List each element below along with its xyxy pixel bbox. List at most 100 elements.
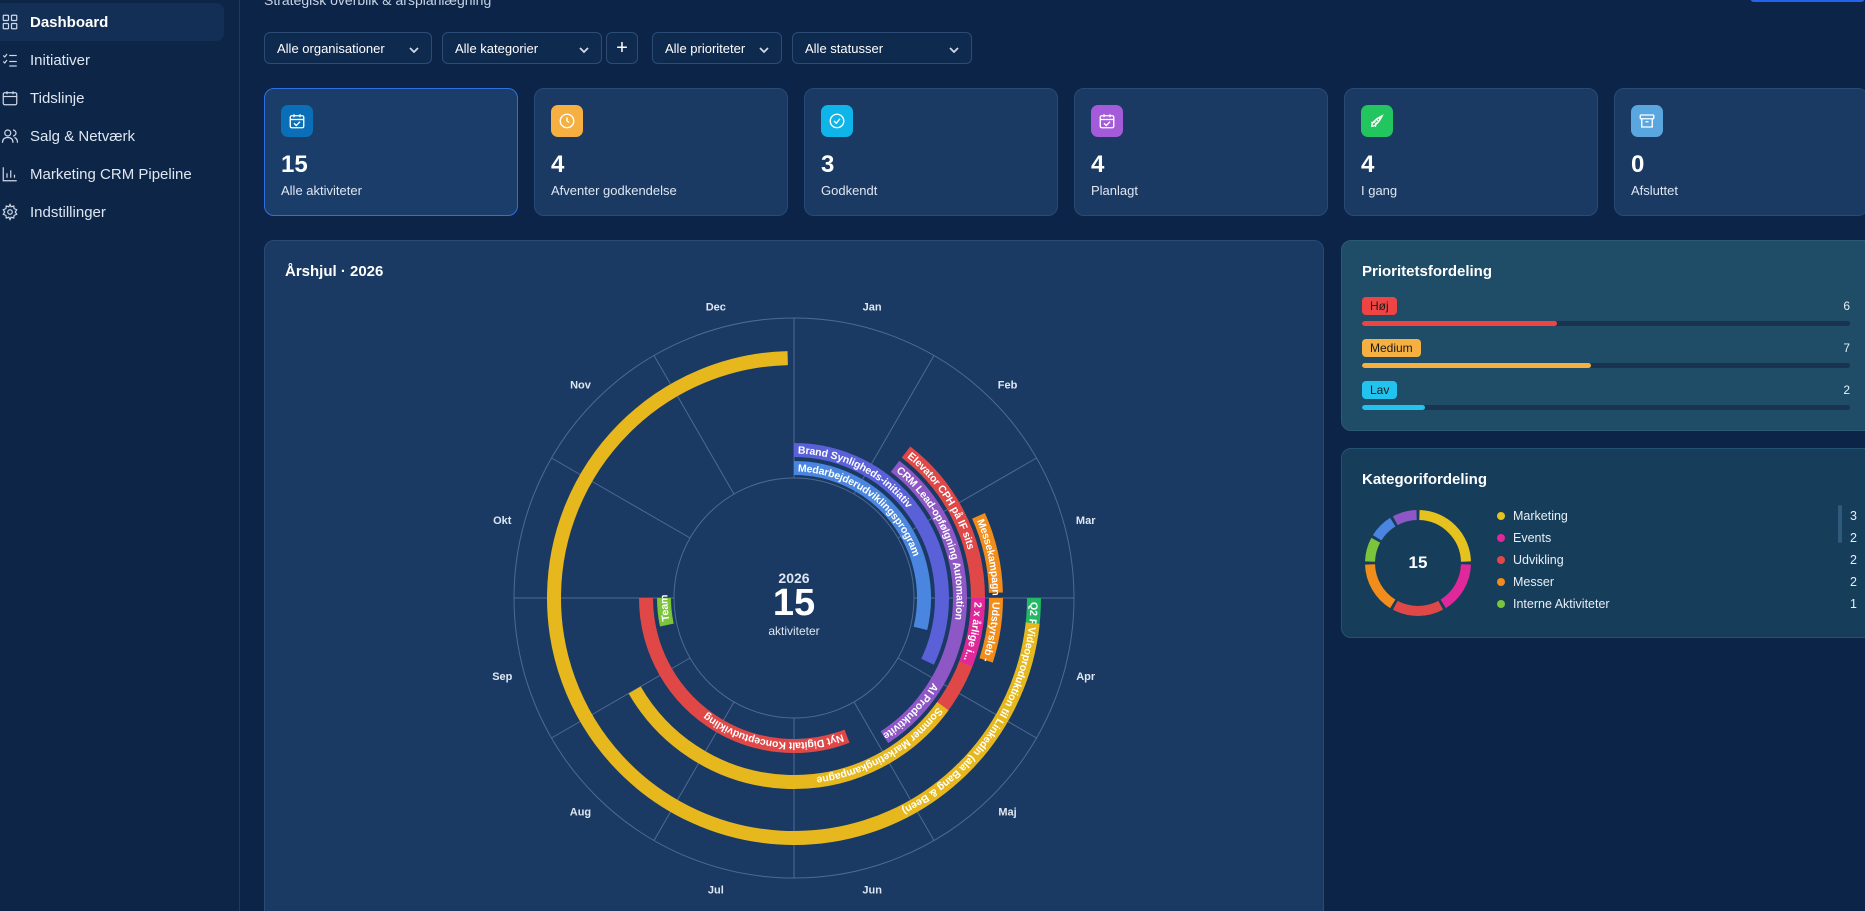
category-select[interactable]: Alle kategorier <box>442 32 602 64</box>
sidebar-item-label: Salg & Netværk <box>30 127 136 145</box>
legend-item: Udvikling 2 <box>1497 549 1857 571</box>
stat-card[interactable]: 4 I gang <box>1344 88 1598 216</box>
month-label: Apr <box>1076 671 1096 683</box>
status-select-label: Alle statusser <box>805 40 884 56</box>
primary-action-button[interactable] <box>1750 0 1865 2</box>
sidebar-item-salg-netv-rk[interactable]: Salg & Netværk <box>0 117 224 155</box>
priority-bar-fill <box>1362 405 1426 410</box>
activity-arc[interactable] <box>972 512 1003 594</box>
month-label: Maj <box>998 807 1016 819</box>
status-select[interactable]: Alle statusser <box>792 32 972 64</box>
priority-count: 6 <box>1843 299 1850 313</box>
chevron-down-icon <box>949 43 959 54</box>
stat-count: 0 <box>1631 151 1645 178</box>
priority-bar-track <box>1362 363 1850 368</box>
donut-slice <box>1419 510 1471 562</box>
priority-select[interactable]: Alle prioriteter <box>652 32 782 64</box>
add-category-button[interactable]: + <box>606 32 638 64</box>
legend-count: 2 <box>1850 531 1857 545</box>
month-label: Nov <box>570 379 592 391</box>
priority-bar-track <box>1362 321 1850 326</box>
stat-card[interactable]: 15 Alle aktiviteter <box>264 88 518 216</box>
legend-item: Messer 2 <box>1497 571 1857 593</box>
priority-badge: Medium <box>1362 339 1421 357</box>
legend-item: Events 2 <box>1497 527 1857 549</box>
sidebar-item-label: Dashboard <box>30 13 109 31</box>
stat-count: 4 <box>551 151 565 178</box>
month-label: Jul <box>708 885 724 897</box>
filter-bar: Alle organisationer Alle kategorier + Al… <box>264 32 972 64</box>
chevron-down-icon <box>759 43 769 54</box>
annual-wheel-chart: JanFebMarAprMajJunJulAugSepOktNovDecMeda… <box>265 241 1096 897</box>
legend-scrollbar[interactable] <box>1838 505 1842 543</box>
sidebar-item-initiativer[interactable]: Initiativer <box>0 41 224 79</box>
activity-arc[interactable] <box>793 443 949 665</box>
legend-item: Interne Aktiviteter 1 <box>1497 593 1857 615</box>
stat-card[interactable]: 0 Afsluttet <box>1614 88 1865 216</box>
category-donut-chart <box>1365 510 1471 616</box>
stat-label: Planlagt <box>1091 183 1138 198</box>
month-label: Aug <box>570 807 591 819</box>
priority-bar-track <box>1362 405 1850 410</box>
activity-label: Internt Led... <box>265 241 945 753</box>
activity-arc[interactable] <box>880 677 944 744</box>
chevron-down-icon <box>579 43 589 54</box>
priority-row: Medium 7 <box>1362 339 1850 368</box>
sidebar-item-dashboard[interactable]: Dashboard <box>0 3 224 41</box>
sidebar-item-tidslinje[interactable]: Tidslinje <box>0 79 224 117</box>
month-label: Feb <box>998 379 1018 391</box>
sidebar-item-marketing-crm-pipeline[interactable]: Marketing CRM Pipeline <box>0 155 224 193</box>
legend-dot <box>1497 578 1505 586</box>
month-label: Okt <box>493 515 512 527</box>
activity-arc[interactable] <box>657 597 674 627</box>
stat-card[interactable]: 4 Afventer godkendelse <box>534 88 788 216</box>
month-label: Jan <box>863 301 882 313</box>
stat-label: Alle aktiviteter <box>281 183 362 198</box>
activity-arc[interactable] <box>890 460 967 707</box>
month-divider <box>551 457 691 539</box>
wheel-count-label: aktiviteter <box>768 624 819 638</box>
annual-wheel-panel: Årshjul · 2026 Jan Feb Mar Apr Maj Jun Jul Aug S… <box>264 240 1324 911</box>
activity-arc[interactable] <box>959 597 985 667</box>
sidebar-item-label: Initiativer <box>30 51 91 69</box>
activity-label: Teambu... <box>265 241 672 622</box>
priority-panel: Prioritetsfordeling Høj 6 Medium 7 Lav 2 <box>1341 240 1865 431</box>
stat-cards: 15 Alle aktiviteter 4 Afventer godkendelse 3… <box>264 88 1865 216</box>
donut-slice <box>1392 510 1417 526</box>
activity-arc[interactable] <box>979 597 1003 663</box>
stat-card[interactable]: 4 Planlagt <box>1074 88 1328 216</box>
priority-badge: Høj <box>1362 297 1397 315</box>
stat-label: I gang <box>1361 183 1398 198</box>
legend-item: Marketing 3 <box>1497 505 1857 527</box>
legend-count: 1 <box>1850 597 1857 611</box>
activity-arc[interactable] <box>628 686 949 789</box>
category-legend: Marketing 3 Events 2 Udvikling 2 Messer 2 Intern… <box>1497 505 1857 615</box>
chevron-down-icon <box>409 43 419 54</box>
stat-label: Afsluttet <box>1631 183 1678 198</box>
priority-row: Lav 2 <box>1362 381 1850 410</box>
sidebar-item-label: Indstillinger <box>30 203 106 221</box>
category-total: 15 <box>1408 553 1428 572</box>
category-panel: Kategorifordeling 15 Marketing 3 Events 2 Ud… <box>1341 448 1865 638</box>
priority-bar-fill <box>1362 321 1558 326</box>
archive-icon <box>1631 105 1663 137</box>
check-circle-icon <box>821 105 853 137</box>
priority-title: Prioritetsfordeling <box>1362 263 1493 280</box>
legend-label: Events <box>1513 531 1552 545</box>
sidebar-item-indstillinger[interactable]: Indstillinger <box>0 193 224 231</box>
activity-arc[interactable] <box>547 351 1040 845</box>
legend-count: 2 <box>1850 553 1857 567</box>
wheel-count: 15 <box>773 582 815 624</box>
priority-count: 7 <box>1843 341 1850 355</box>
stat-card[interactable]: 3 Godkendt <box>804 88 1058 216</box>
legend-count: 2 <box>1850 575 1857 589</box>
priority-select-label: Alle prioriteter <box>665 40 746 56</box>
activity-arc[interactable] <box>793 461 931 630</box>
users-icon <box>0 126 20 146</box>
legend-count: 3 <box>1850 509 1857 523</box>
organisation-select[interactable]: Alle organisationer <box>264 32 432 64</box>
activity-arc[interactable] <box>639 597 850 753</box>
legend-dot <box>1497 600 1505 608</box>
activity-label: AI Produktivitetsværktøj <box>265 241 940 742</box>
stat-count: 3 <box>821 151 835 178</box>
